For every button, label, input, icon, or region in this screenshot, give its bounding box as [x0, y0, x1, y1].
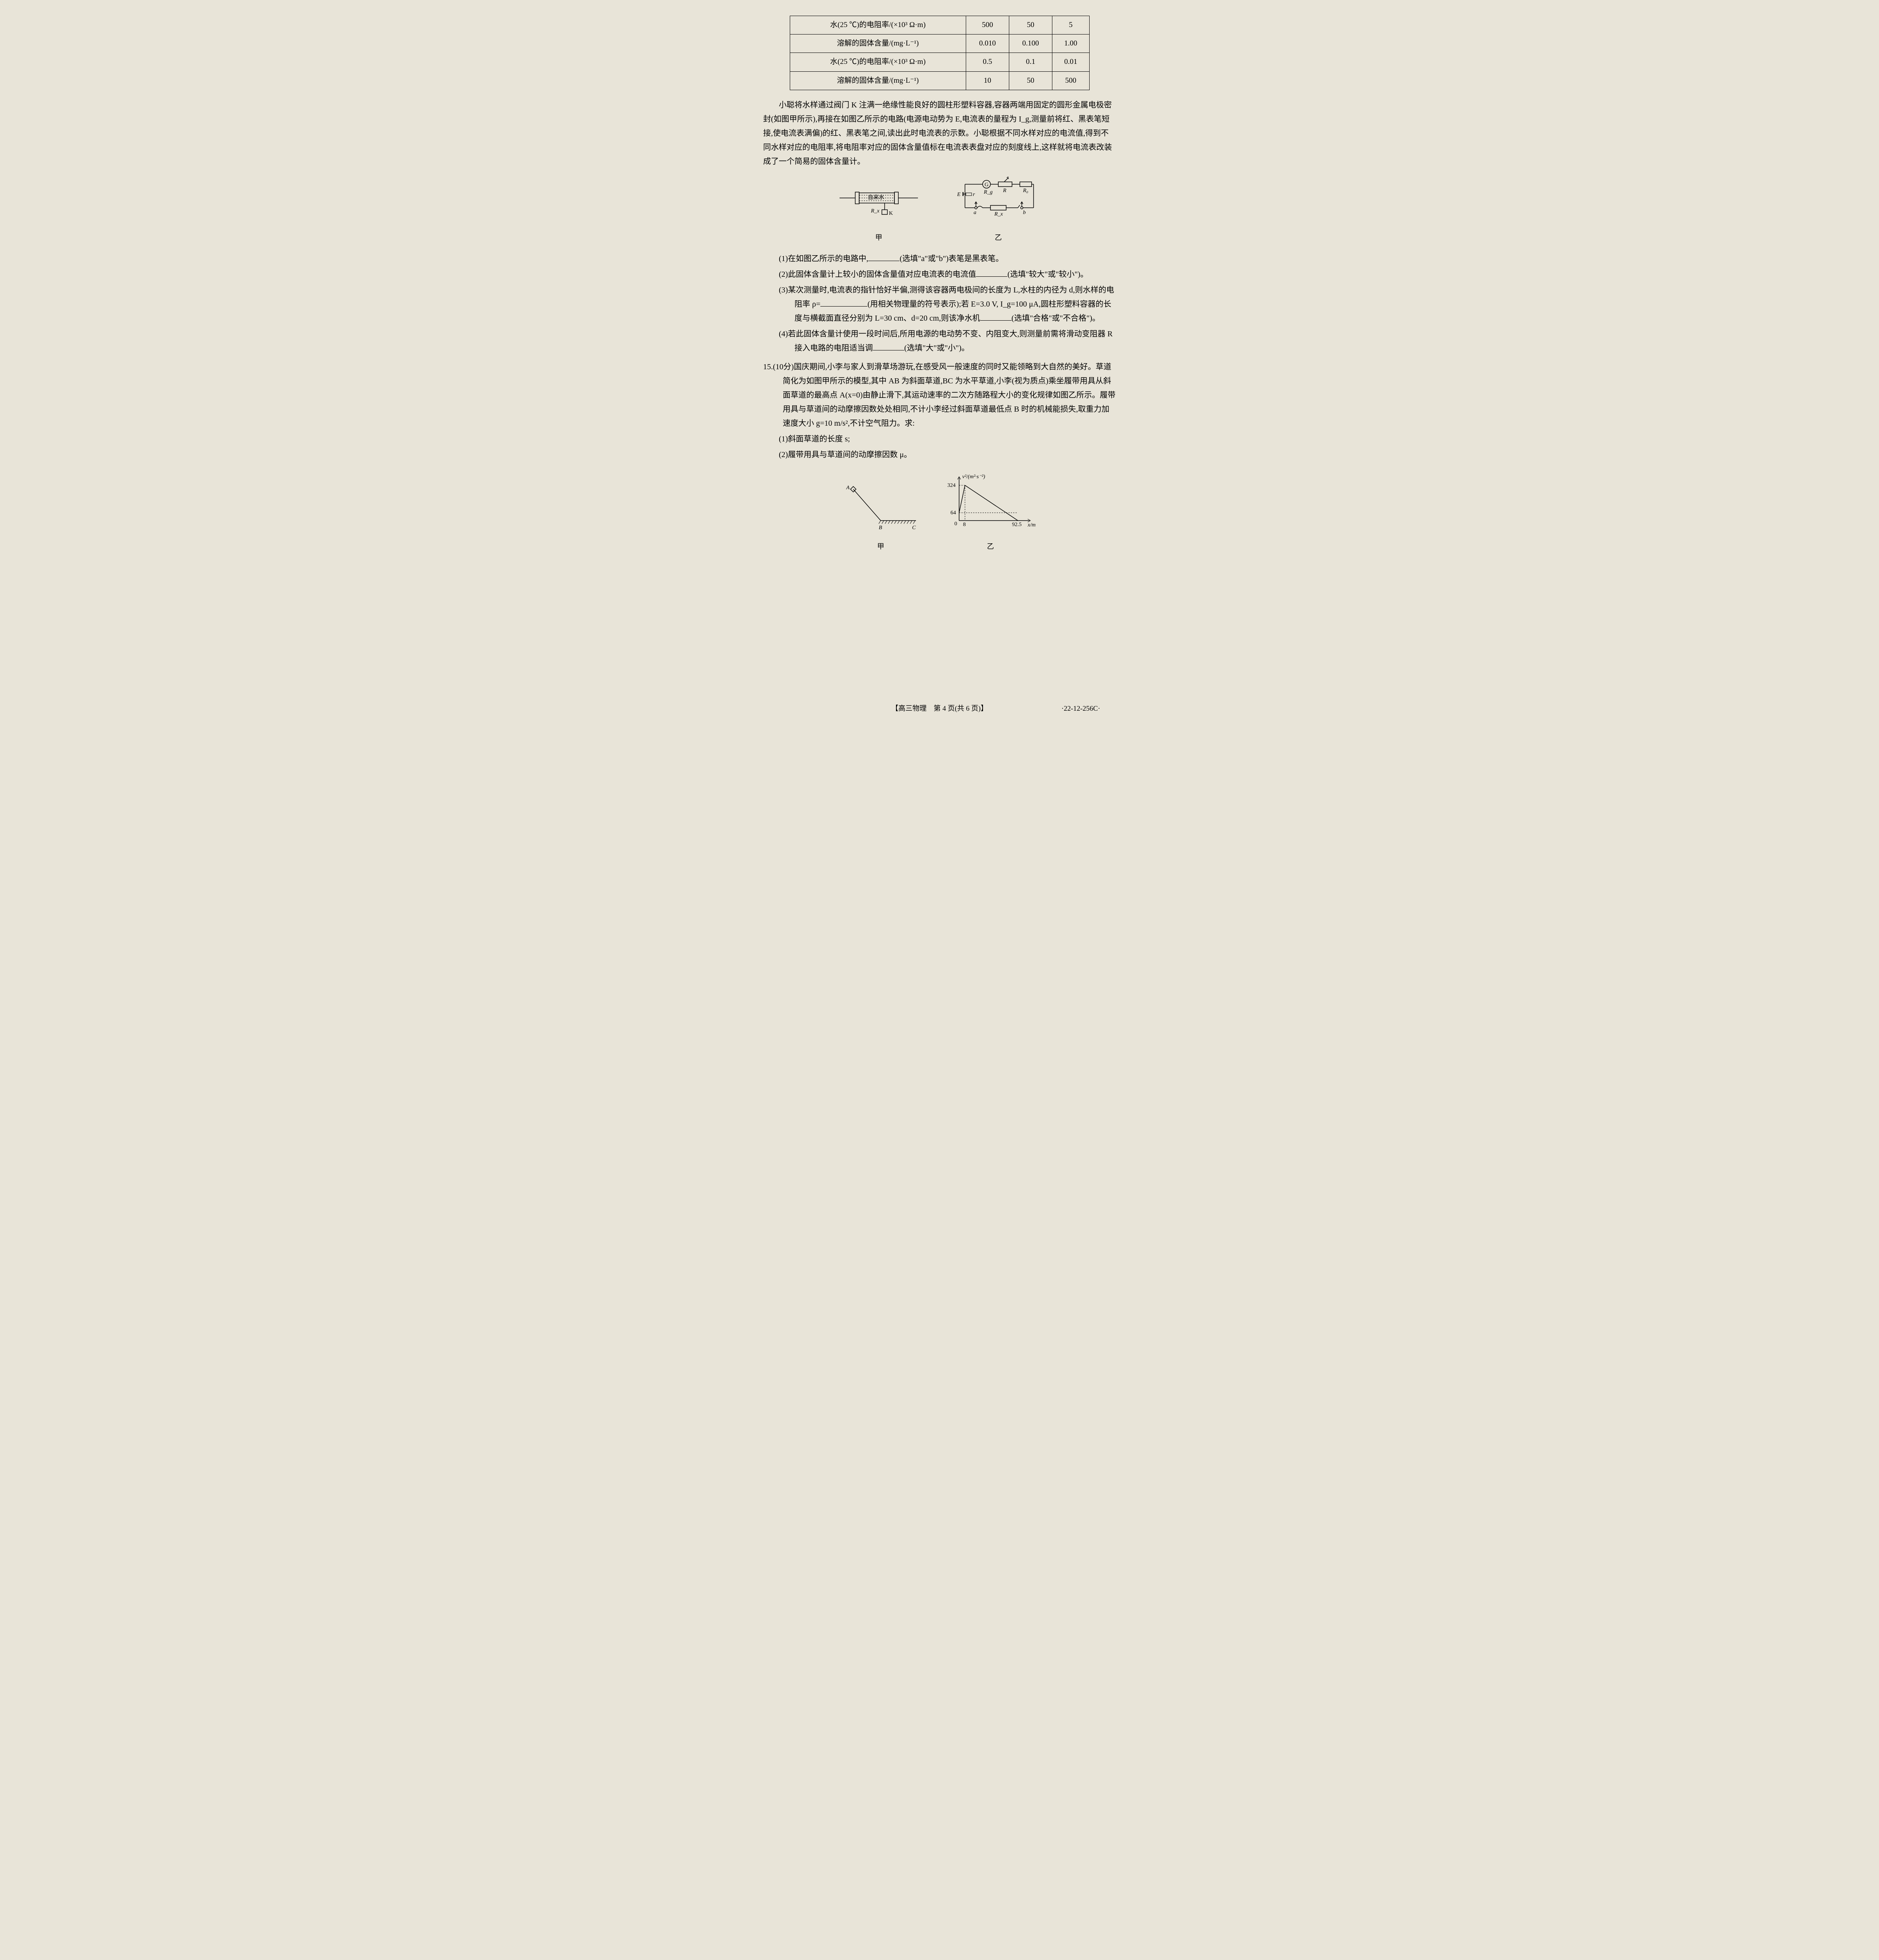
- table-row: 溶解的固体含量/(mg·L⁻¹) 0.010 0.100 1.00: [790, 34, 1089, 53]
- x-axis-label: x/m: [1027, 522, 1036, 528]
- fill-blank: [820, 297, 867, 307]
- circuit-diagram: G R R₀ R_g E r: [957, 176, 1039, 223]
- r-label: R: [1003, 188, 1007, 194]
- table-cell: 50: [1009, 71, 1052, 90]
- figure-b-container: G R R₀ R_g E r: [957, 176, 1039, 244]
- intro-paragraph: 小聪将水样通过阀门 K 注满一绝缘性能良好的圆柱形塑料容器,容器两端用固定的圆形…: [763, 98, 1116, 169]
- e-label: E: [957, 192, 961, 198]
- table-row: 溶解的固体含量/(mg·L⁻¹) 10 50 500: [790, 71, 1089, 90]
- row-header: 水(25 ℃)的电阻率/(×10³ Ω·m): [790, 53, 966, 71]
- table-cell: 0.5: [966, 53, 1009, 71]
- table-cell: 0.01: [1052, 53, 1089, 71]
- point-c-label: C: [912, 525, 916, 531]
- row-header: 水(25 ℃)的电阻率/(×10³ Ω·m): [790, 16, 966, 34]
- table-row: 水(25 ℃)的电阻率/(×10³ Ω·m) 500 50 5: [790, 16, 1089, 34]
- figure-d-label: 乙: [943, 540, 1037, 553]
- galvanometer-label: G: [985, 182, 988, 188]
- rx-label: R_x: [871, 208, 880, 214]
- fill-blank: [976, 267, 1007, 277]
- table-cell: 0.010: [966, 34, 1009, 53]
- q15-sub2: (2)履带用具与草道间的动摩擦因数 μ。: [763, 448, 1116, 462]
- q15-sub1: (1)斜面草道的长度 s;: [763, 432, 1116, 446]
- k-label: K: [889, 211, 893, 216]
- figure-c-label: 甲: [842, 540, 920, 553]
- q4-suffix: (选填"大"或"小")。: [904, 344, 969, 352]
- q15-head: 15.(10分)国庆期间,小李与家人到滑草场游玩,在感受风一般速度的同时又能领略…: [763, 360, 1116, 430]
- row-header: 溶解的固体含量/(mg·L⁻¹): [790, 71, 966, 90]
- table-cell: 10: [966, 71, 1009, 90]
- rg-label: R_g: [983, 189, 993, 195]
- r-internal-label: r: [973, 192, 975, 198]
- footer-right: ·22-12-256C·: [1061, 702, 1100, 715]
- figure-a-container: 自来水 R_x K 甲: [840, 188, 918, 244]
- y-axis-label: v²/(m²·s⁻²): [962, 474, 985, 480]
- y-max-label: 324: [947, 483, 956, 488]
- table-cell: 50: [1009, 16, 1052, 34]
- ground-hatching: [879, 521, 915, 524]
- point-a-label: A: [846, 485, 850, 491]
- row-header: 溶解的固体含量/(mg·L⁻¹): [790, 34, 966, 53]
- q2-prefix: (2)此固体含量计上较小的固体含量值对应电流表的电流值: [779, 270, 976, 279]
- y-mid-label: 64: [950, 510, 956, 516]
- x2-label: 92.5: [1012, 522, 1022, 528]
- table-cell: 1.00: [1052, 34, 1089, 53]
- q3-line2-suffix: (选填"合格"或"不合格")。: [1012, 314, 1100, 323]
- q14-figures: 自来水 R_x K 甲 G R: [763, 176, 1116, 244]
- table-cell: 500: [1052, 71, 1089, 90]
- b-terminal-label: b: [1023, 210, 1026, 216]
- table-cell: 0.1: [1009, 53, 1052, 71]
- origin-label: 0: [954, 521, 957, 527]
- fill-blank: [980, 311, 1012, 321]
- x1-label: 8: [963, 522, 966, 528]
- question-4: (4)若此固体含量计使用一段时间后,所用电源的电动势不变、内阻变大,则测量前需将…: [779, 327, 1116, 355]
- point-b-label: B: [879, 525, 882, 531]
- figure-c-container: A B C 甲: [842, 481, 920, 553]
- fill-blank: [873, 341, 904, 350]
- footer-center: 【高三物理 第 4 页(共 6 页)】: [891, 702, 988, 715]
- rx-circuit-label: R_x: [994, 211, 1003, 217]
- question-15: 15.(10分)国庆期间,小李与家人到滑草场游玩,在感受风一般速度的同时又能领略…: [763, 360, 1116, 462]
- graph-diagram: v²/(m²·s⁻²) x/m 324 64 0 8 92.5: [943, 474, 1037, 532]
- q2-suffix: (选填"较大"或"较小")。: [1007, 270, 1088, 279]
- figure-b-label: 乙: [957, 231, 1039, 244]
- q15-figures: A B C 甲: [763, 474, 1116, 553]
- question-3: (3)某次测量时,电流表的指针恰好半偏,测得该容器两电极间的长度为 L,水柱的内…: [779, 283, 1116, 325]
- figure-d-container: v²/(m²·s⁻²) x/m 324 64 0 8 92.5 乙: [943, 474, 1037, 553]
- r0-label: R₀: [1023, 188, 1028, 194]
- tap-water-label: 自来水: [868, 194, 884, 201]
- table-row: 水(25 ℃)的电阻率/(×10³ Ω·m) 0.5 0.1 0.01: [790, 53, 1089, 71]
- q1-suffix: (选填"a"或"b")表笔是黑表笔。: [900, 254, 1003, 263]
- q1-prefix: (1)在如图乙所示的电路中,: [779, 254, 868, 263]
- resistivity-table: 水(25 ℃)的电阻率/(×10³ Ω·m) 500 50 5 溶解的固体含量/…: [790, 16, 1090, 90]
- question-1: (1)在如图乙所示的电路中, (选填"a"或"b")表笔是黑表笔。: [779, 252, 1116, 266]
- figure-a-label: 甲: [840, 231, 918, 244]
- fill-blank: [868, 252, 900, 261]
- figure-a-diagram: 自来水 R_x K: [840, 188, 918, 223]
- question-2: (2)此固体含量计上较小的固体含量值对应电流表的电流值 (选填"较大"或"较小")…: [779, 267, 1116, 281]
- table-cell: 0.100: [1009, 34, 1052, 53]
- page-footer: 【高三物理 第 4 页(共 6 页)】 ·22-12-256C·: [763, 702, 1116, 715]
- slope-diagram: A B C: [842, 481, 920, 532]
- a-terminal-label: a: [974, 210, 976, 216]
- table-cell: 500: [966, 16, 1009, 34]
- table-cell: 5: [1052, 16, 1089, 34]
